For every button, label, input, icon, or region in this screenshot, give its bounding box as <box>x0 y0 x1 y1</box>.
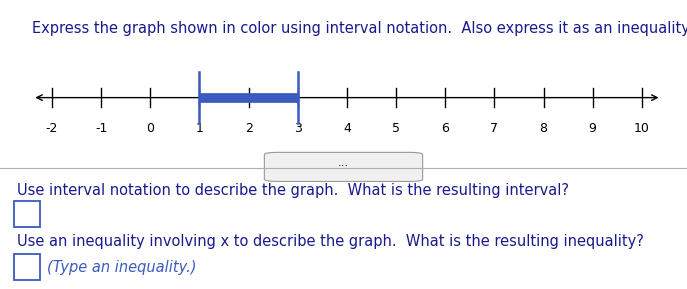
Text: Use interval notation to describe the graph.  What is the resulting interval?: Use interval notation to describe the gr… <box>17 183 569 198</box>
Text: 10: 10 <box>634 122 650 135</box>
Text: 1: 1 <box>196 122 203 135</box>
FancyBboxPatch shape <box>14 201 40 227</box>
Text: 7: 7 <box>491 122 498 135</box>
Text: Use an inequality involving x to describe the graph.  What is the resulting ineq: Use an inequality involving x to describ… <box>17 234 644 249</box>
FancyBboxPatch shape <box>264 152 423 181</box>
Text: 4: 4 <box>343 122 351 135</box>
Text: -1: -1 <box>95 122 107 135</box>
Text: 8: 8 <box>539 122 548 135</box>
Text: 9: 9 <box>589 122 596 135</box>
Text: Express the graph shown in color using interval notation.  Also express it as an: Express the graph shown in color using i… <box>32 21 687 36</box>
FancyBboxPatch shape <box>14 254 40 280</box>
Text: (Type an inequality.): (Type an inequality.) <box>47 260 196 275</box>
Text: 3: 3 <box>294 122 302 135</box>
Text: 0: 0 <box>146 122 155 135</box>
Text: -2: -2 <box>46 122 58 135</box>
Text: ···: ··· <box>338 160 349 173</box>
Text: 6: 6 <box>441 122 449 135</box>
Text: 5: 5 <box>392 122 400 135</box>
Text: 2: 2 <box>245 122 253 135</box>
